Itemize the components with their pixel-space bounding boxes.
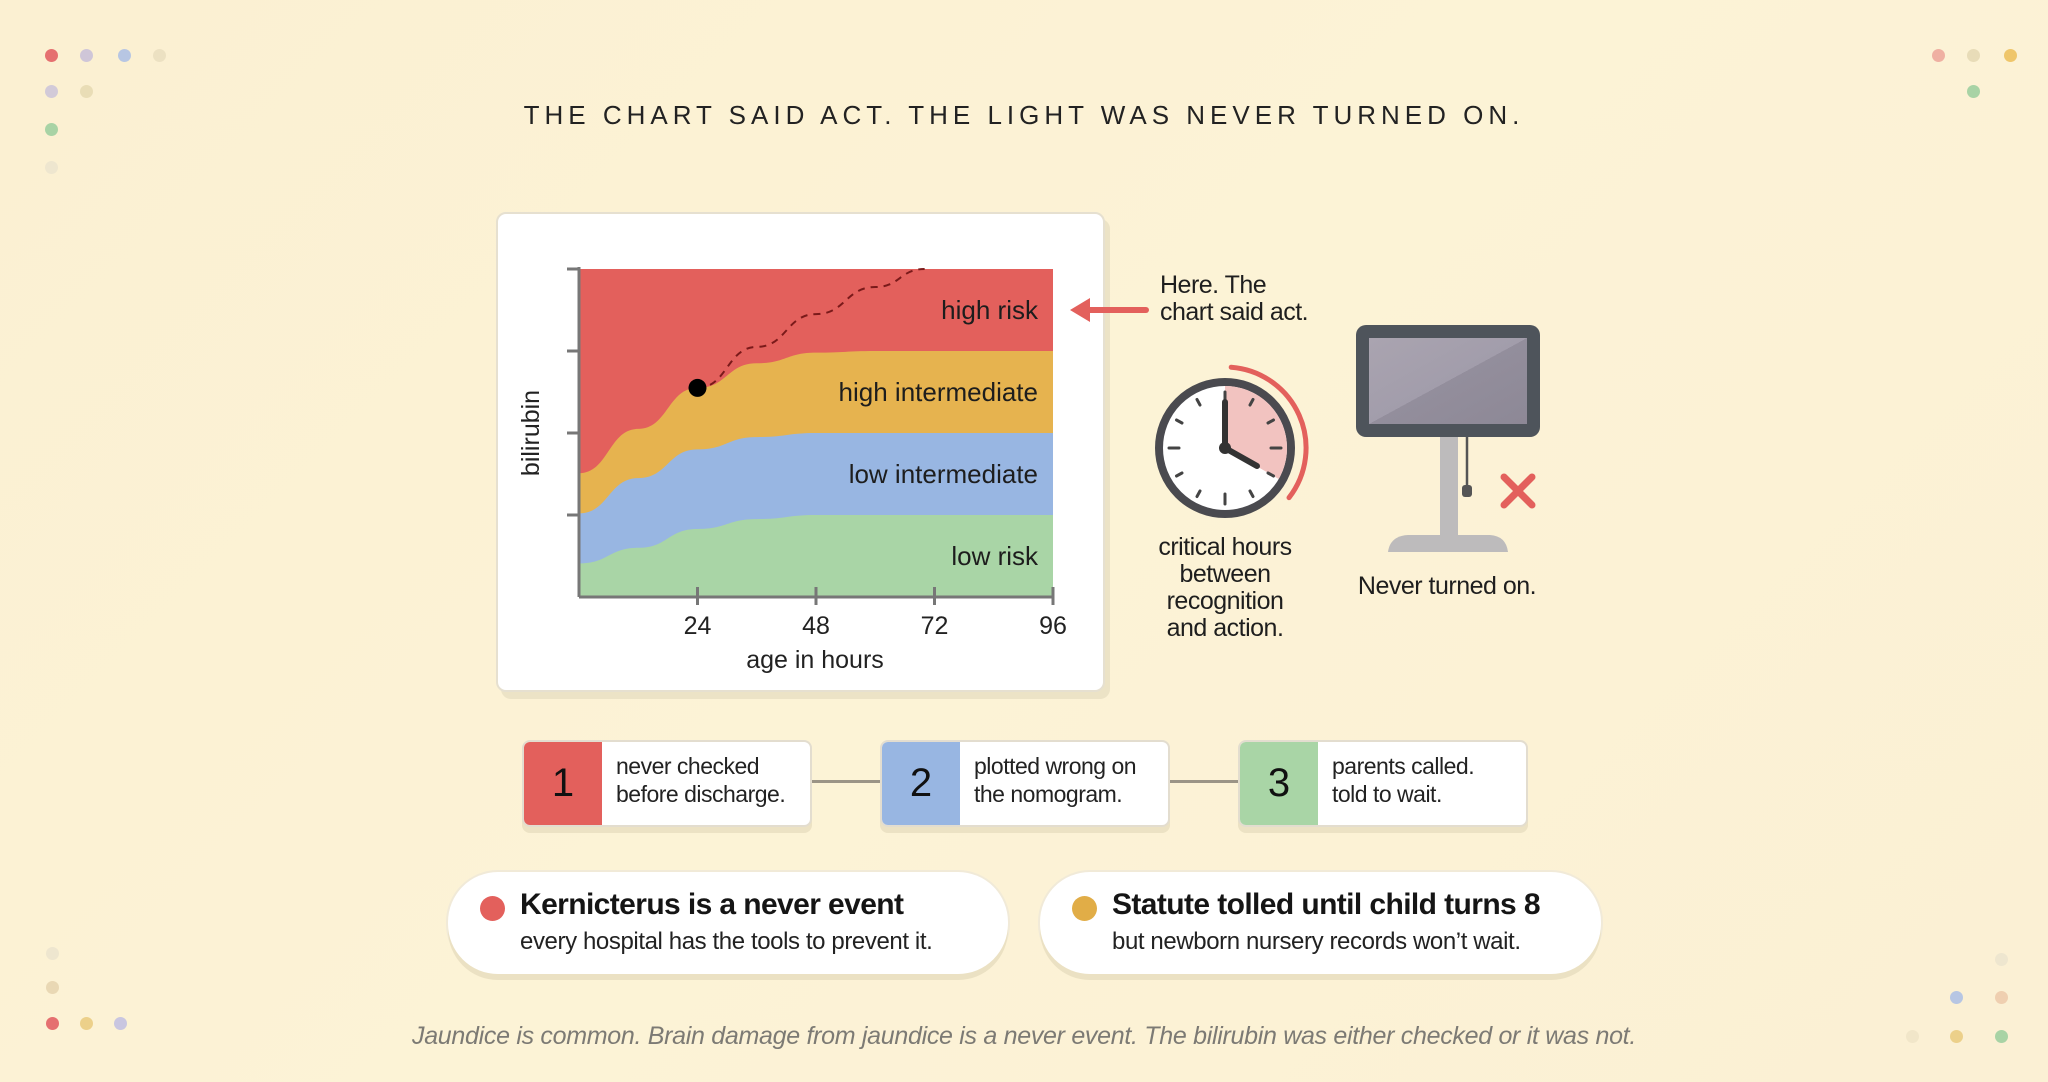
step-text: plotted wrong on the nomogram.: [974, 753, 1137, 807]
monitor-caption: Never turned on.: [1357, 572, 1537, 600]
step-1: 1 never checked before discharge.: [522, 740, 812, 827]
annotation-line-2: chart said act.: [1160, 298, 1309, 326]
page-title: THE CHART SAID ACT. THE LIGHT WAS NEVER …: [523, 100, 1525, 130]
step-3: 3 parents called. told to wait.: [1238, 740, 1528, 827]
x-tick-label: 96: [1039, 612, 1067, 640]
band-low-risk: [579, 515, 1053, 597]
step-connector: [1166, 780, 1238, 783]
callout-statute: Statute tolled until child turns 8 but n…: [1040, 872, 1601, 974]
nomogram-chart: 24 48 72 96 low risk low intermediate high in…: [517, 267, 1067, 674]
x-tick-label: 72: [921, 612, 949, 640]
band-label: high intermediate: [839, 377, 1038, 407]
callout-subtext: but newborn nursery records won’t wait.: [1112, 928, 1521, 955]
step-2: 2 plotted wrong on the nomogram.: [880, 740, 1170, 827]
x-tick-label: 24: [684, 612, 712, 640]
trajectory-dashed-line: [697, 268, 925, 389]
step-number: 2: [882, 742, 960, 825]
step-connector: [808, 780, 880, 783]
callout-never-event: Kernicterus is a never event every hospi…: [448, 872, 1008, 974]
annotation-text: Here. The chart said act.: [1160, 271, 1309, 326]
clock-icon: [1155, 364, 1309, 518]
clock-caption-line: between: [1179, 560, 1271, 588]
step-text: parents called. told to wait.: [1332, 753, 1475, 807]
step-number: 1: [524, 742, 602, 825]
step-text: never checked before discharge.: [616, 753, 786, 807]
x-mark-icon: [1500, 473, 1536, 509]
callout-heading: Kernicterus is a never event: [520, 888, 904, 921]
clock-caption-line: recognition: [1166, 587, 1284, 615]
x-tick-label: 48: [802, 612, 830, 640]
bullet-icon: [480, 896, 505, 921]
clock-caption: critical hours between recognition and a…: [1125, 534, 1325, 642]
annotation-line-1: Here. The: [1160, 271, 1267, 299]
band-label: low intermediate: [849, 459, 1038, 489]
step-number: 3: [1240, 742, 1318, 825]
x-axis-label: age in hours: [746, 646, 884, 674]
band-label: low risk: [951, 541, 1039, 571]
callout-subtext: every hospital has the tools to prevent …: [520, 928, 933, 955]
y-axis-label: bilirubin: [517, 390, 545, 476]
patient-data-point: [688, 378, 707, 397]
footer-note: Jaundice is common. Brain damage from ja…: [412, 1022, 1636, 1050]
pointer-arrow-icon: [1070, 298, 1149, 322]
bullet-icon: [1072, 896, 1097, 921]
band-label: high risk: [941, 295, 1039, 325]
callout-heading: Statute tolled until child turns 8: [1112, 888, 1541, 921]
clock-caption-line: and action.: [1166, 614, 1284, 642]
clock-caption-line: critical hours: [1158, 533, 1292, 561]
phototherapy-light-icon: [1356, 325, 1540, 552]
